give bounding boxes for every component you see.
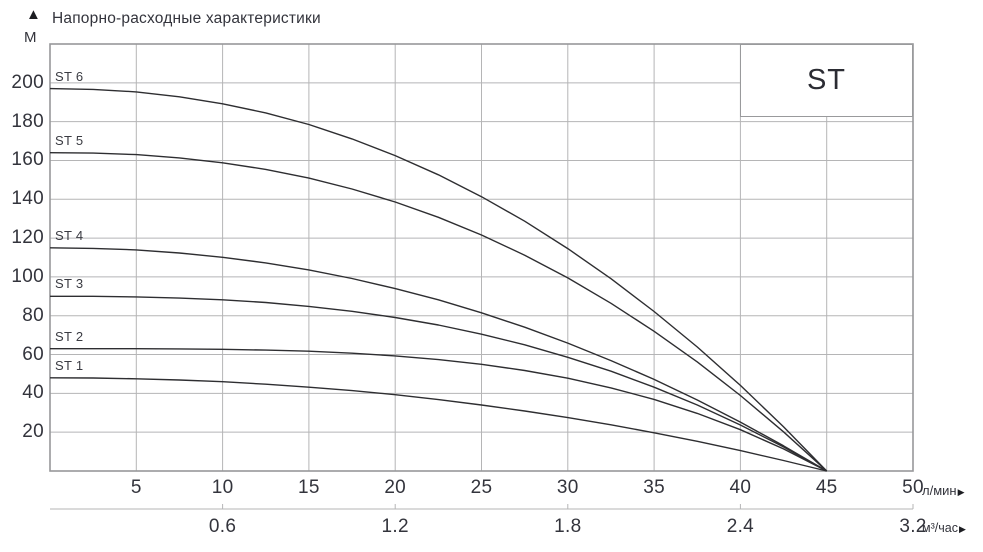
y-tick-label: 40 xyxy=(22,382,44,404)
curve-st-3 xyxy=(50,295,828,472)
curve-label-st-6: ST 6 xyxy=(55,68,84,84)
x-tick-label: 15 xyxy=(298,477,320,498)
secondary-x-tick-label: 2.4 xyxy=(726,516,755,537)
x-tick-label: 5 xyxy=(130,477,142,498)
curve-label-st-3: ST 3 xyxy=(55,276,84,292)
x-axis-unit-text: л/мин xyxy=(922,483,957,498)
y-tick-label: 100 xyxy=(11,265,44,287)
curve-label-st-5: ST 5 xyxy=(55,132,84,148)
curve-st-5 xyxy=(49,152,828,472)
y-tick-label: 140 xyxy=(11,188,44,210)
curve-st-4 xyxy=(49,247,828,472)
x-tick-label: 35 xyxy=(643,477,665,498)
x-tick-label: 30 xyxy=(556,477,579,498)
x-tick-label: 20 xyxy=(384,477,407,498)
curve-label-st-2: ST 2 xyxy=(55,328,84,344)
model-series-box: ST xyxy=(740,44,913,117)
y-tick-label: 180 xyxy=(11,110,44,132)
secondary-x-tick-label: 0.6 xyxy=(208,516,237,537)
x-axis-unit-label: л/мин ▶ xyxy=(922,483,965,498)
y-tick-label: 80 xyxy=(22,304,44,326)
curve-st-1 xyxy=(49,377,827,472)
secondary-x-tick-label: 3.2 xyxy=(899,516,927,537)
y-tick-label: 160 xyxy=(11,149,44,171)
secondary-x-tick-label: 1.8 xyxy=(554,516,582,537)
y-tick-label: 120 xyxy=(11,227,44,249)
y-tick-label: 20 xyxy=(22,421,44,443)
secondary-x-tick-label: 1.2 xyxy=(381,516,409,537)
plot-frame xyxy=(49,43,914,472)
x-tick-label: 45 xyxy=(815,477,838,498)
model-series-label: ST xyxy=(806,64,847,96)
secondary-x-axis-unit-text: м³/час xyxy=(922,521,958,535)
curve-st-6 xyxy=(49,87,828,472)
curve-label-st-4: ST 4 xyxy=(55,227,84,243)
curve-st-2 xyxy=(50,348,828,472)
y-axis-up-arrow-icon: ▲ xyxy=(26,6,41,23)
x-axis-right-arrow-icon: ▶ xyxy=(957,487,965,497)
secondary-x-axis-unit-label: м³/час ▶ xyxy=(922,521,966,535)
x-tick-label: 25 xyxy=(470,477,493,498)
x-tick-label: 50 xyxy=(902,477,924,498)
x-tick-label: 10 xyxy=(211,477,234,498)
y-tick-label: 200 xyxy=(11,71,44,93)
secondary-x-axis-right-arrow-icon: ▶ xyxy=(959,524,966,534)
y-axis-unit-label: М xyxy=(24,29,37,46)
curve-label-st-1: ST 1 xyxy=(55,357,84,373)
x-tick-label: 40 xyxy=(729,477,752,498)
chart-title: Напорно-расходные характеристики xyxy=(52,10,321,27)
y-tick-label: 60 xyxy=(22,343,44,365)
